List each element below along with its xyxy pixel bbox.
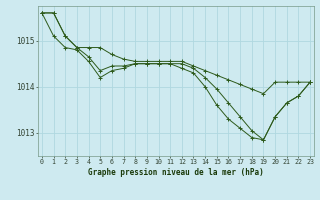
X-axis label: Graphe pression niveau de la mer (hPa): Graphe pression niveau de la mer (hPa) bbox=[88, 168, 264, 177]
